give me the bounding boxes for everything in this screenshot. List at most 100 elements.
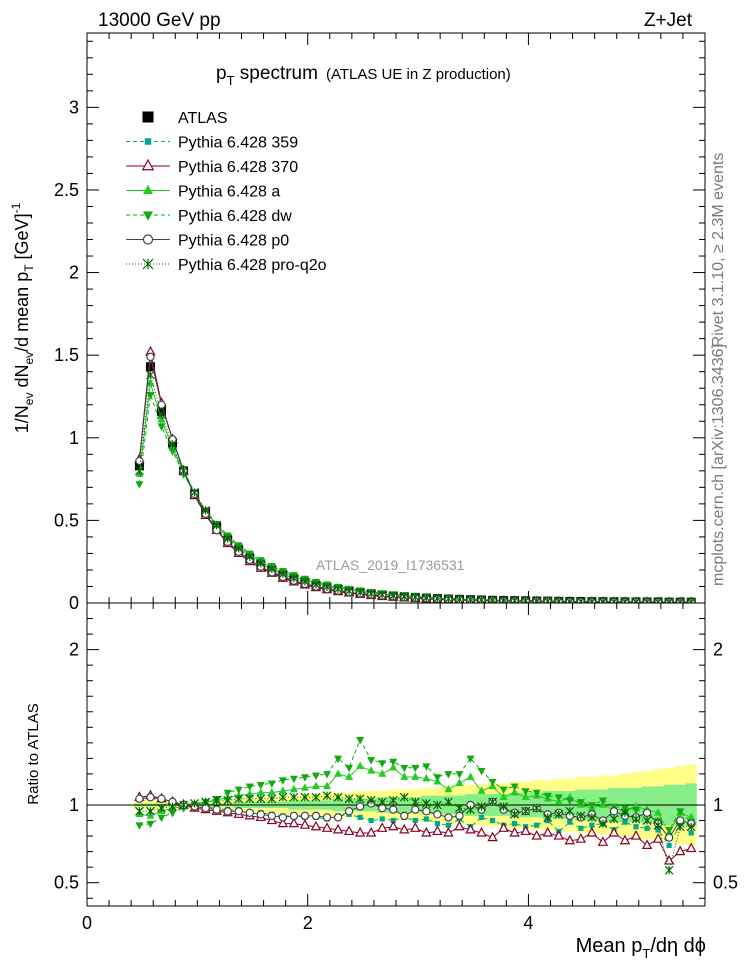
y-tick-label: 2	[69, 640, 79, 660]
ratio-point	[477, 802, 486, 811]
ratio-point	[190, 799, 200, 808]
ratio-point	[256, 782, 265, 790]
data-point	[399, 592, 409, 601]
ratio-point	[256, 794, 266, 804]
ratio-point	[411, 772, 420, 780]
ratio-point	[641, 839, 653, 850]
legend-marker	[141, 158, 155, 171]
data-point	[146, 370, 155, 380]
ratio-point	[598, 797, 607, 805]
ratio-point	[499, 802, 509, 811]
ratio-point	[498, 822, 509, 832]
ratio-point	[466, 805, 475, 815]
ratio-point	[400, 772, 409, 780]
ratio-point	[390, 817, 396, 824]
ratio-point	[432, 800, 442, 810]
ratio-point	[686, 842, 697, 853]
ratio-point	[288, 817, 300, 828]
ratio-point	[134, 806, 144, 816]
ratio-point	[477, 786, 486, 794]
ratio-point	[344, 794, 354, 804]
data-point	[157, 415, 166, 423]
ratio-point	[300, 783, 309, 791]
ratio-point	[432, 825, 443, 836]
ratio-point	[598, 819, 608, 829]
data-point	[333, 584, 343, 594]
ratio-point	[630, 830, 642, 840]
ratio-point	[499, 792, 508, 801]
ratio-point	[355, 802, 365, 811]
ratio-point	[644, 825, 650, 831]
ratio-point	[455, 778, 464, 787]
ratio-ylabel: Ratio to ATLAS	[25, 703, 42, 804]
data-point	[499, 596, 509, 603]
ratio-point	[300, 774, 309, 782]
ratio-point	[619, 834, 631, 845]
plot-title: pT spectrum (ATLAS UE in Z production)	[216, 63, 511, 88]
ratio-point	[377, 797, 387, 807]
x-axis-label: Mean pT/dη dϕ	[576, 935, 706, 961]
y-tick-label-right: 0.5	[713, 873, 738, 893]
ratio-point	[234, 807, 243, 816]
ratio-point	[278, 792, 288, 802]
ratio-point	[476, 826, 487, 837]
data-point	[443, 594, 453, 603]
ratio-point	[666, 842, 672, 848]
ratio-line	[139, 738, 692, 831]
data-point	[179, 466, 188, 476]
legend-marker	[143, 184, 153, 194]
ratio-point	[377, 822, 388, 832]
data-point	[212, 520, 222, 530]
data-point	[168, 448, 177, 456]
ratio-point	[356, 761, 365, 769]
ratio-point	[554, 809, 564, 819]
data-point	[532, 596, 542, 603]
legend-entry: ATLAS	[142, 110, 228, 127]
plot-frame	[86, 602, 706, 907]
ratio-point	[587, 813, 597, 822]
legend-marker	[143, 211, 153, 221]
legend-entry: Pythia 6.428 pro-q2o	[126, 257, 327, 274]
y-tick-label: 0	[69, 593, 79, 613]
ratio-point	[223, 789, 232, 798]
data-point	[145, 362, 155, 372]
ratio-point	[642, 816, 652, 825]
ratio-point	[389, 763, 398, 771]
ratio-point	[423, 816, 429, 822]
data-point	[146, 392, 155, 400]
data-point	[510, 596, 520, 603]
ratio-point	[365, 826, 377, 837]
data-point	[201, 506, 211, 515]
ratio-point	[664, 833, 674, 842]
ratio-series-1	[134, 789, 697, 865]
data-point	[256, 558, 266, 568]
ratio-point	[245, 783, 254, 791]
legend-label: Pythia 6.428 a	[178, 184, 280, 201]
ratio-point	[412, 817, 418, 824]
ratio-point	[323, 781, 332, 790]
ratio-point	[212, 805, 221, 814]
ratio-point	[389, 758, 398, 767]
ratio-point	[443, 797, 453, 807]
ratio-point	[665, 827, 674, 835]
ratio-point	[256, 787, 265, 796]
data-point	[620, 597, 630, 603]
ratio-point	[245, 808, 254, 817]
ratio-point	[433, 774, 442, 782]
ratio-point	[445, 822, 452, 828]
legend-label: Pythia 6.428 pro-q2o	[178, 257, 327, 274]
ratio-point	[278, 786, 287, 794]
ratio-point	[520, 825, 531, 836]
ratio-series-layer	[134, 736, 697, 875]
legend-marker	[142, 111, 154, 123]
data-point	[289, 573, 299, 583]
y-tick-label: 1	[69, 795, 79, 815]
ratio-point	[322, 813, 332, 822]
ratio-point	[499, 786, 508, 795]
data-point	[223, 534, 233, 543]
ratio-point	[357, 814, 363, 821]
ratio-point	[146, 793, 155, 802]
data-point	[134, 461, 144, 471]
ratio-point	[334, 755, 343, 763]
ratio-point	[675, 822, 685, 832]
